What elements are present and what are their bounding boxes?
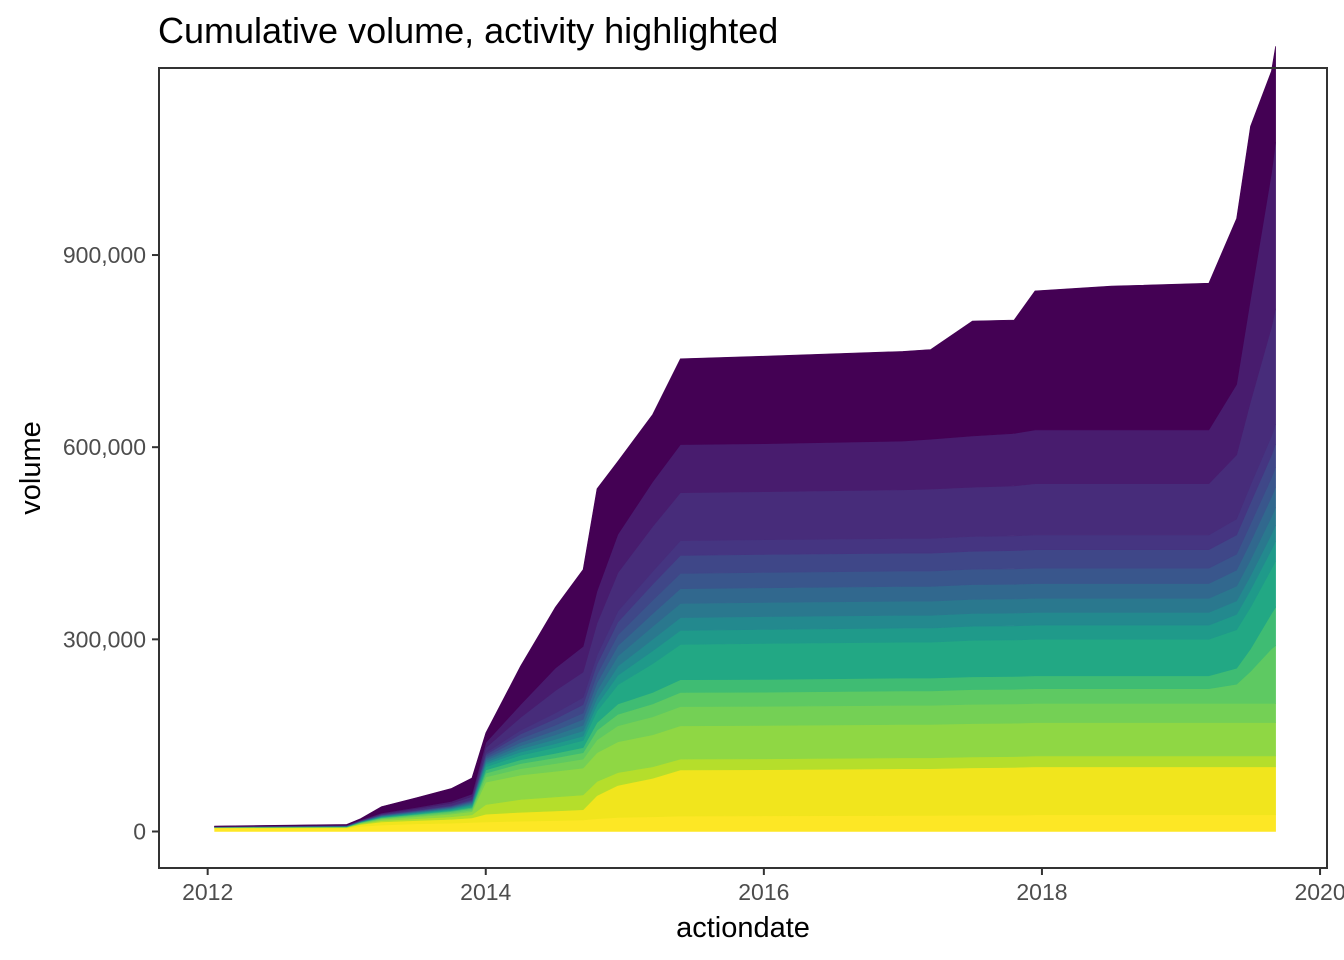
y-axis: 0 300,000 600,000 900,000 [63, 242, 159, 844]
x-tick-label: 2020 [1294, 879, 1344, 905]
area-layers [214, 46, 1276, 832]
plot-panel [158, 67, 1328, 869]
y-tick-label: 300,000 [63, 626, 146, 652]
chart-title: Cumulative volume, activity highlighted [158, 10, 778, 51]
x-tick-label: 2012 [182, 879, 233, 905]
y-tick-label: 600,000 [63, 434, 146, 460]
y-tick-label: 0 [133, 818, 146, 844]
x-tick-label: 2018 [1016, 879, 1067, 905]
y-tick-label: 900,000 [63, 242, 146, 268]
x-axis-title: actiondate [676, 912, 810, 944]
x-tick-label: 2016 [738, 879, 789, 905]
x-tick-label: 2014 [460, 879, 511, 905]
area-layer-18 [214, 46, 1276, 827]
y-axis-title: volume [15, 421, 47, 515]
x-axis: 2012 2014 2016 2018 2020 [182, 868, 1344, 905]
